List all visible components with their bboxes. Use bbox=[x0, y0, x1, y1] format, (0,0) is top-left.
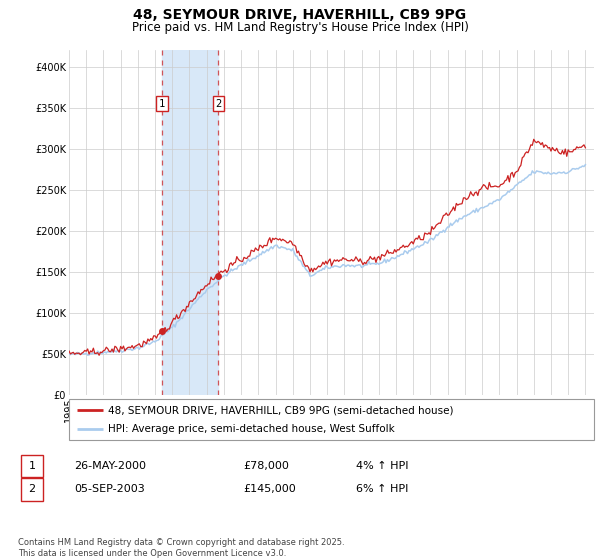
Text: 6% ↑ HPI: 6% ↑ HPI bbox=[356, 484, 409, 494]
Text: HPI: Average price, semi-detached house, West Suffolk: HPI: Average price, semi-detached house,… bbox=[109, 424, 395, 433]
Text: Contains HM Land Registry data © Crown copyright and database right 2025.
This d: Contains HM Land Registry data © Crown c… bbox=[18, 538, 344, 558]
Text: £145,000: £145,000 bbox=[244, 484, 296, 494]
Text: Price paid vs. HM Land Registry's House Price Index (HPI): Price paid vs. HM Land Registry's House … bbox=[131, 21, 469, 34]
Bar bbox=[162, 50, 218, 395]
Text: 2: 2 bbox=[215, 99, 221, 109]
Text: £78,000: £78,000 bbox=[244, 461, 289, 471]
Text: 48, SEYMOUR DRIVE, HAVERHILL, CB9 9PG (semi-detached house): 48, SEYMOUR DRIVE, HAVERHILL, CB9 9PG (s… bbox=[109, 405, 454, 415]
FancyBboxPatch shape bbox=[21, 455, 43, 477]
Text: 48, SEYMOUR DRIVE, HAVERHILL, CB9 9PG: 48, SEYMOUR DRIVE, HAVERHILL, CB9 9PG bbox=[133, 8, 467, 22]
Text: 1: 1 bbox=[159, 99, 165, 109]
FancyBboxPatch shape bbox=[21, 478, 43, 501]
Text: 4% ↑ HPI: 4% ↑ HPI bbox=[356, 461, 409, 471]
FancyBboxPatch shape bbox=[69, 399, 594, 440]
Text: 2: 2 bbox=[29, 484, 35, 494]
Text: 1: 1 bbox=[29, 461, 35, 471]
Text: 26-MAY-2000: 26-MAY-2000 bbox=[74, 461, 146, 471]
Text: 05-SEP-2003: 05-SEP-2003 bbox=[74, 484, 145, 494]
